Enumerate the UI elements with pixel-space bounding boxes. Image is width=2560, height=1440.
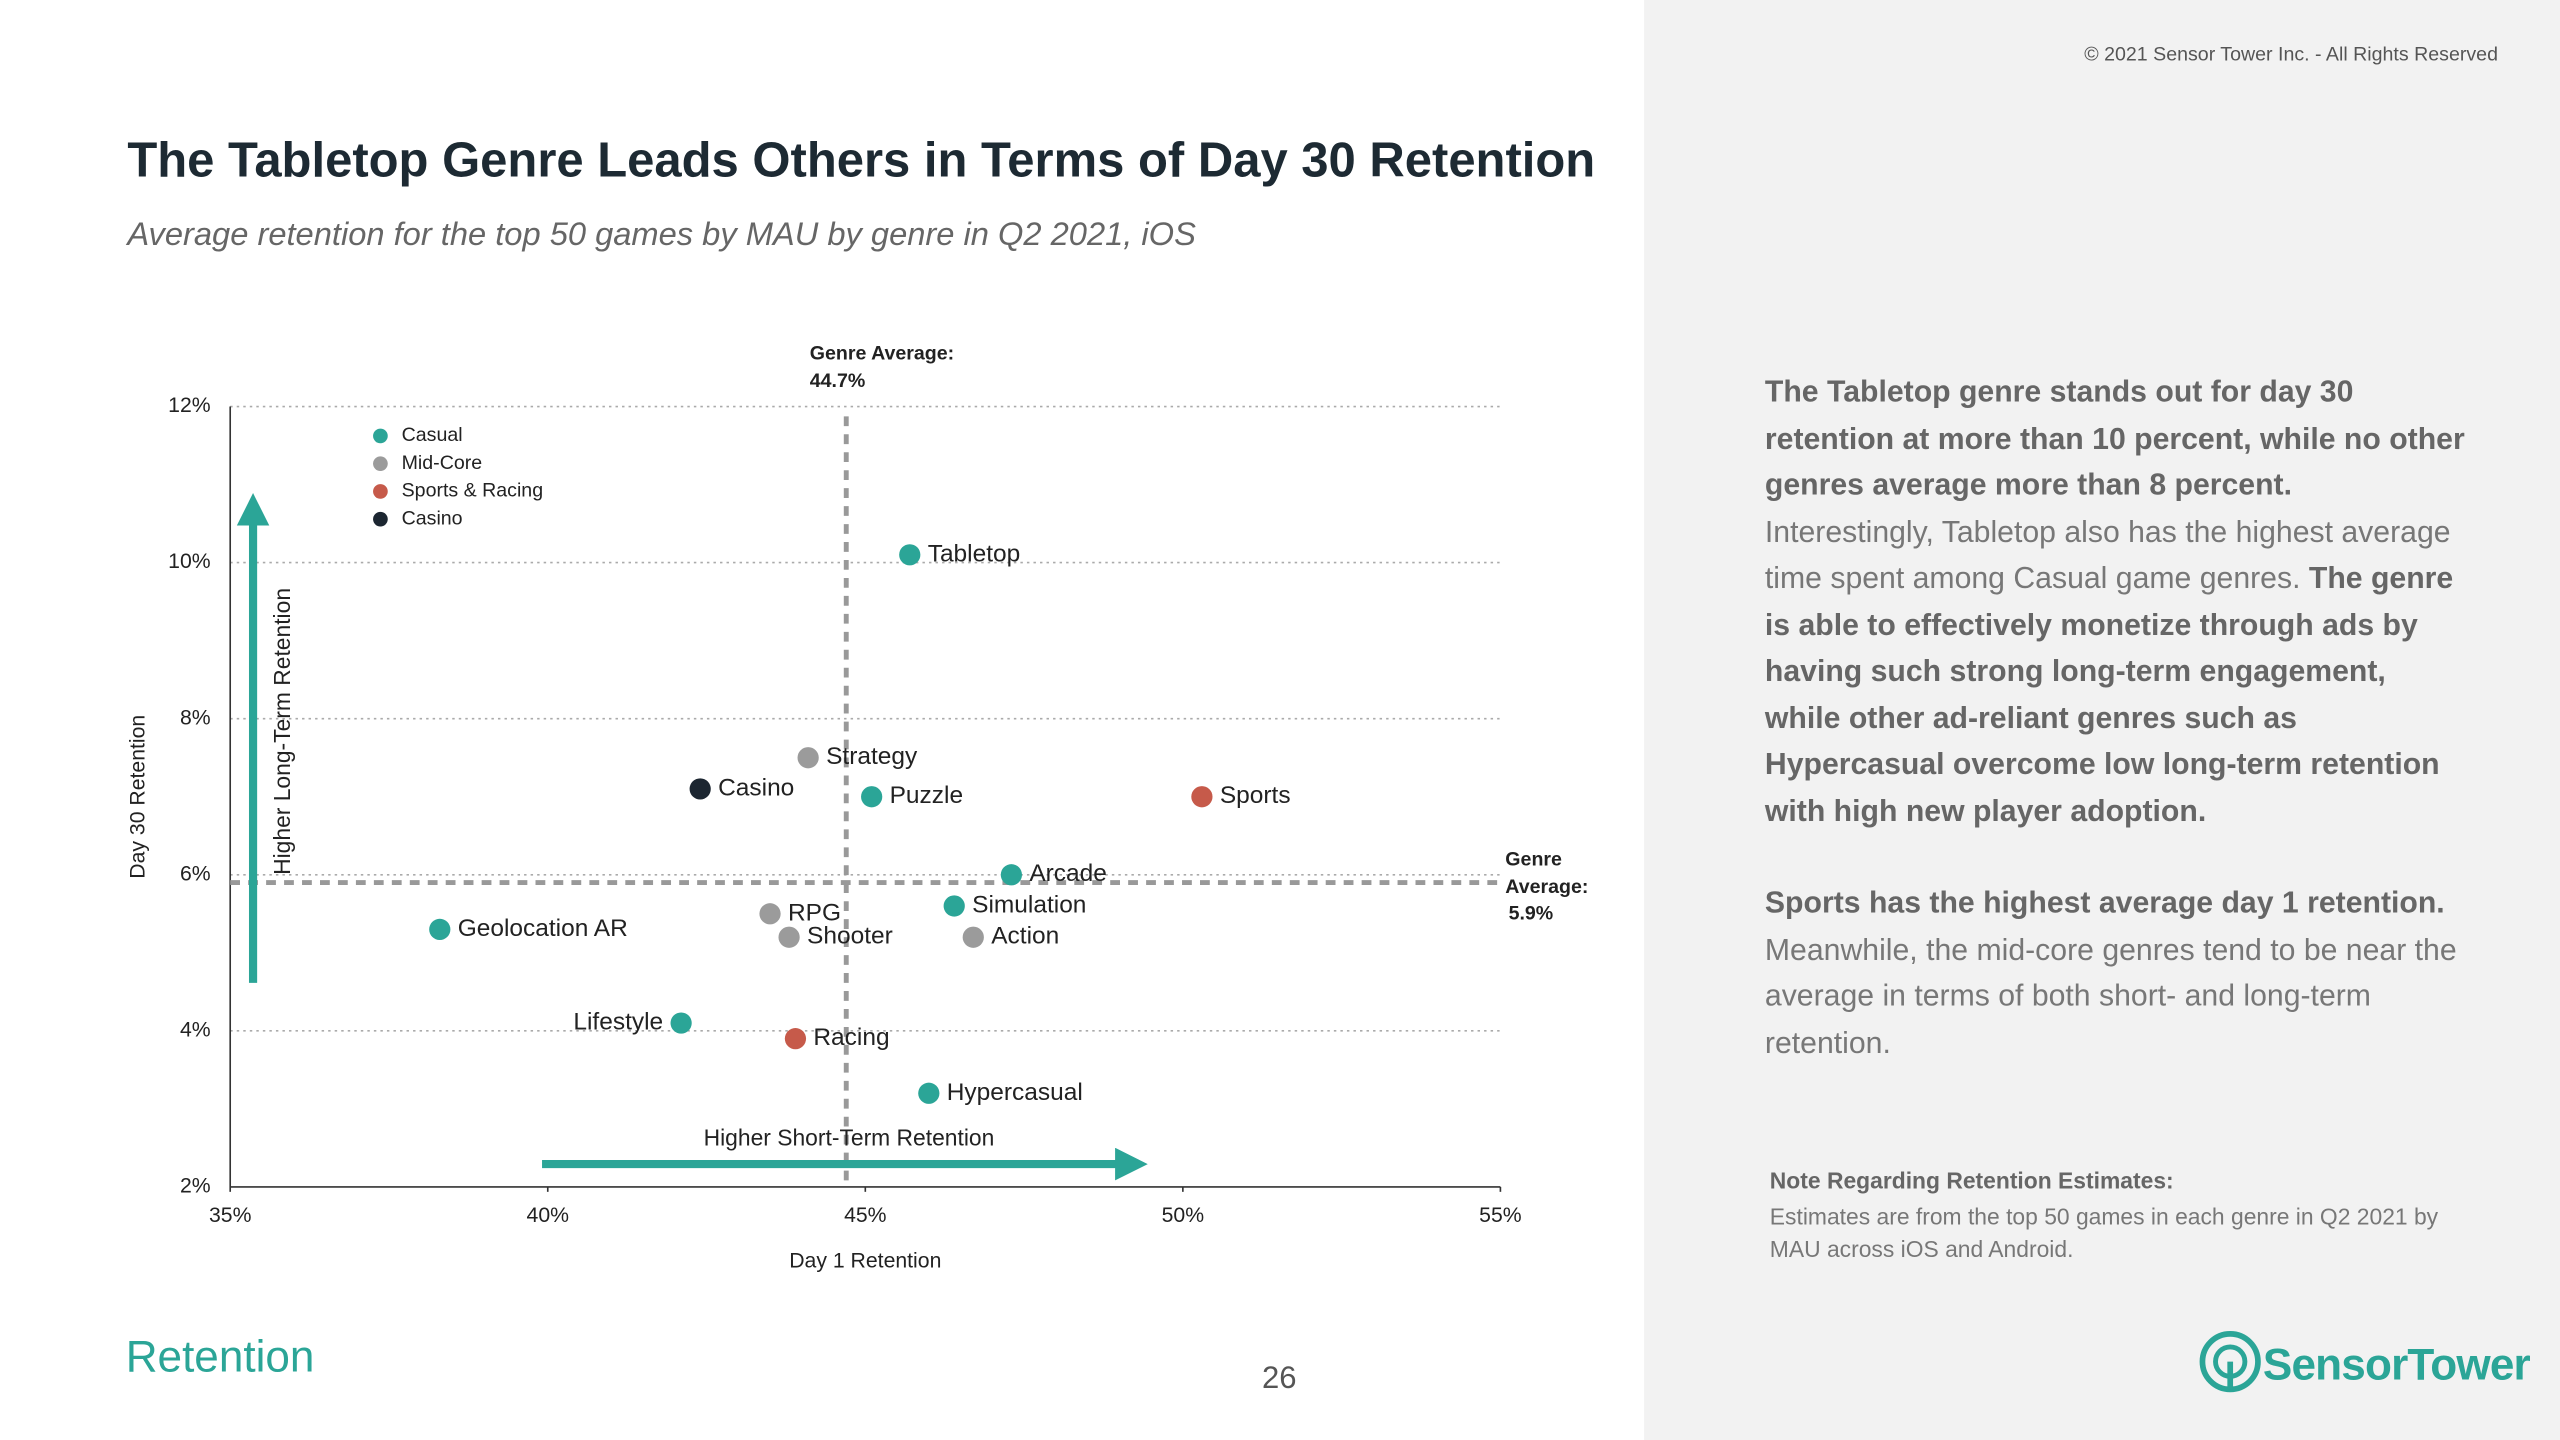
point [670, 1012, 692, 1034]
chart: 2% 4% 6% 8% 10% 12% 35% 40% 45% 50% 55% Day 1 Reten… [126, 342, 1589, 1273]
x-tick-label: 35% [209, 1204, 252, 1227]
text-segment: Sports has the highest average day 1 ret… [1764, 884, 2445, 920]
legend-marker [373, 484, 388, 499]
text-segment: Meanwhile, the mid-core genres tend to b… [1764, 931, 2457, 1059]
point [1191, 786, 1213, 808]
point-label: RPG [788, 899, 841, 926]
point [899, 544, 921, 566]
point [861, 786, 883, 808]
y-tick-label: 8% [180, 706, 211, 729]
paragraph: Sports has the highest average day 1 ret… [1765, 880, 2467, 1066]
page-number: 26 [1262, 1361, 1297, 1396]
x-tick-label: 45% [844, 1204, 887, 1227]
logo-text: SensorTower [2262, 1340, 2531, 1390]
y-tick-label: 12% [168, 394, 211, 417]
y-tick-label: 4% [180, 1018, 211, 1041]
annotation: Higher Long-Term Retention [269, 588, 295, 875]
legend-marker [373, 456, 388, 472]
point-label: Casino [718, 774, 794, 801]
text-segment: The genre is able to effectively monetiz… [1764, 560, 2454, 827]
point [778, 926, 800, 948]
point [1000, 864, 1022, 886]
legend-marker [373, 428, 388, 444]
y-axis-title: Day 30 Retention [126, 715, 149, 879]
copyright: © 2021 Sensor Tower Inc. - All Rights Re… [2084, 42, 2498, 66]
logo: SensorTower [2198, 1329, 2531, 1394]
x-tick-label: 50% [1162, 1204, 1205, 1227]
paragraph: The Tabletop genre stands out for day 30… [1765, 369, 2467, 834]
y-tick-label: 10% [168, 550, 211, 573]
point-label: Lifestyle [573, 1009, 663, 1036]
legend-label: Casual [402, 424, 463, 446]
y-tick-label: 2% [180, 1175, 211, 1198]
sidebar [1644, 0, 2560, 1440]
sidebar-text: The Tabletop genre stands out for day 30… [1765, 369, 2467, 1112]
point-label: Tabletop [928, 540, 1021, 567]
text-segment: Interestingly, Tabletop also has the hig… [1764, 513, 2451, 595]
logo-icon [2199, 1331, 2261, 1393]
section-label: Retention [125, 1332, 315, 1382]
point-label: Racing [813, 1024, 889, 1051]
point [689, 778, 711, 800]
point [962, 926, 984, 948]
point [759, 903, 781, 925]
text-segment: The Tabletop genre stands out for day 30… [1764, 373, 2465, 502]
point [429, 918, 451, 941]
point-label: Puzzle [890, 782, 963, 809]
point-label: Arcade [1029, 860, 1107, 887]
point-label: Hypercasual [947, 1079, 1083, 1106]
x-tick-label: 55% [1479, 1204, 1522, 1227]
point-label: Strategy [826, 743, 918, 770]
legend-label: Sports & Racing [402, 480, 543, 502]
point-label: Sports [1220, 782, 1291, 809]
point-label: Simulation [972, 891, 1086, 918]
x-tick-label: 40% [527, 1204, 570, 1227]
legend-marker [373, 511, 388, 527]
reference-value: 5.9% [1509, 902, 1554, 924]
reference-label: Genre Average: [810, 342, 954, 364]
point-label: Shooter [807, 923, 893, 950]
annotation: Higher Short-Term Retention [704, 1125, 995, 1151]
point-label: Action [991, 923, 1059, 950]
point [797, 747, 819, 769]
y-tick-label: 6% [180, 862, 211, 885]
legend-label: Casino [402, 507, 463, 529]
chart-subtitle: Average retention for the top 50 games b… [127, 217, 1196, 254]
point-label: Geolocation AR [458, 915, 628, 942]
x-axis-title: Day 1 Retention [789, 1250, 941, 1273]
point [918, 1082, 940, 1104]
reference-label: Genre Average: [1505, 847, 1589, 898]
legend-label: Mid-Core [402, 452, 483, 474]
point [943, 895, 965, 917]
reference-label-box: Genre Average: [1505, 847, 1589, 898]
chart-title: The Tabletop Genre Leads Others in Terms… [127, 133, 1596, 188]
note-title: Note Regarding Retention Estimates: [1769, 1167, 2174, 1194]
note: Estimates are from the top 50 games in e… [1769, 1203, 2439, 1263]
reference-value: 44.7% [810, 370, 866, 392]
point [784, 1028, 807, 1050]
